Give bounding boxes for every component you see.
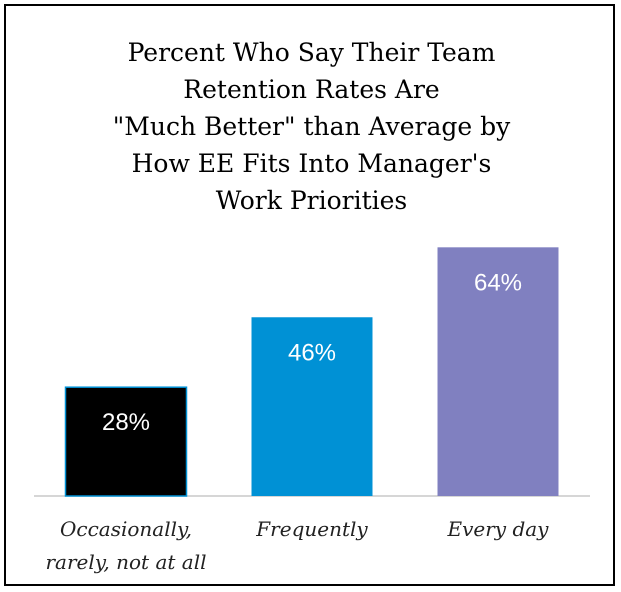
category-label-3-line-1: Every day: [447, 517, 550, 541]
category-label-1-line-1: Occasionally,: [60, 517, 192, 541]
bar-value-label-3: 64%: [474, 269, 522, 296]
category-label-2-line-1: Frequently: [255, 517, 368, 541]
bar-2: [251, 317, 373, 496]
bar-value-label-2: 46%: [288, 339, 336, 366]
chart-title: Percent Who Say Their Team Retention Rat…: [112, 38, 511, 215]
bar-1: [64, 386, 188, 497]
category-label-1-line-2: rarely, not at all: [46, 550, 207, 574]
bar-3: [437, 247, 559, 496]
bar-value-label-1: 28%: [102, 409, 150, 436]
